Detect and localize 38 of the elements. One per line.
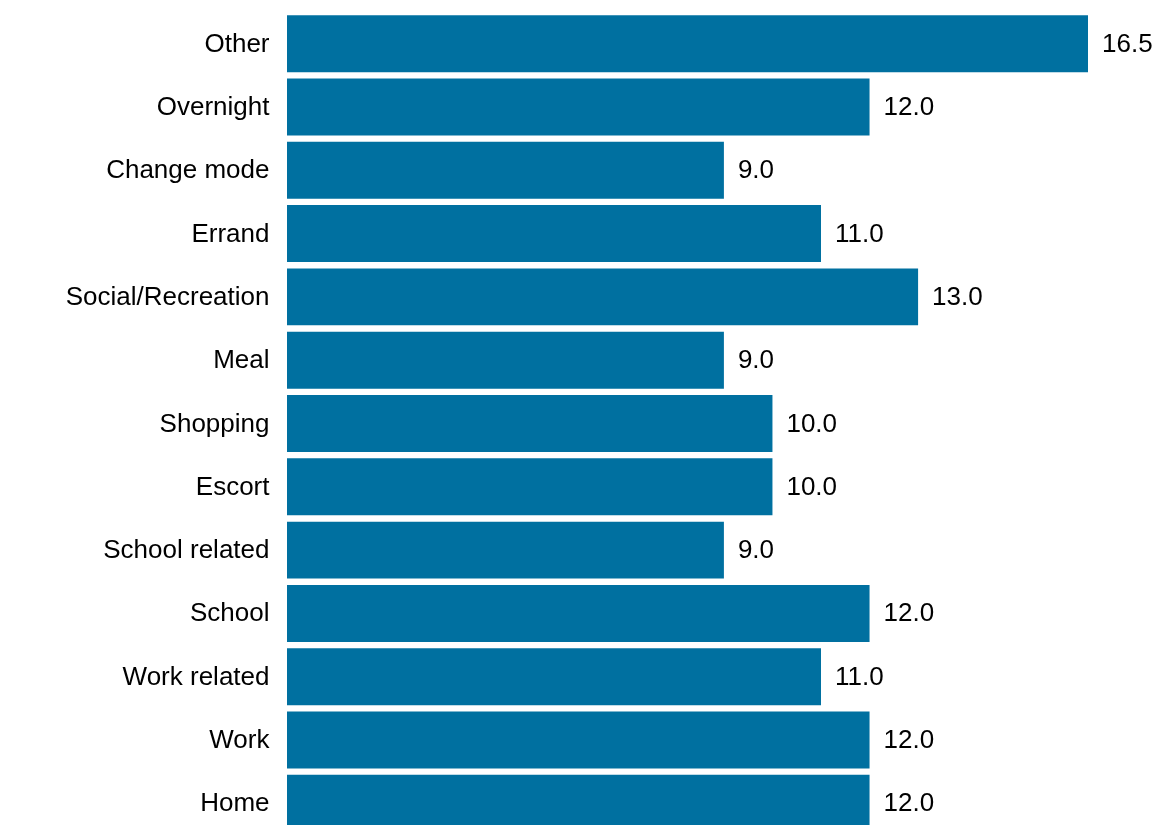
bar <box>287 521 724 579</box>
bar <box>287 648 821 706</box>
y-tick-label: Other <box>204 27 270 58</box>
bar <box>287 141 724 199</box>
y-tick-label: Home <box>200 787 270 818</box>
y-tick-label: Meal <box>213 344 270 375</box>
bar <box>287 458 773 516</box>
bar <box>287 78 870 136</box>
data-label: 12.0 <box>883 724 935 755</box>
data-label: 13.0 <box>932 280 983 311</box>
bar <box>287 584 870 642</box>
bar <box>287 15 1088 73</box>
data-label: 9.0 <box>737 344 775 375</box>
data-label: 9.0 <box>737 154 775 185</box>
bar <box>287 205 821 263</box>
y-tick-label: Work <box>209 724 271 755</box>
y-tick-label: Shopping <box>159 407 270 438</box>
y-tick-label: School <box>190 597 270 628</box>
bar <box>287 331 724 389</box>
y-tick-label: Change mode <box>106 154 270 185</box>
y-tick-label: School related <box>103 534 270 565</box>
y-tick-label: Social/Recreation <box>65 280 270 311</box>
bar <box>287 711 870 769</box>
bar <box>287 268 919 326</box>
data-label: 12.0 <box>883 90 935 121</box>
bar <box>287 395 773 452</box>
data-label: 9.0 <box>737 534 775 565</box>
data-label: 12.0 <box>883 597 935 628</box>
data-label: 10.0 <box>786 407 838 438</box>
y-tick-label: Work related <box>122 660 270 691</box>
data-label: 11.0 <box>835 217 884 248</box>
y-tick-label: Overnight <box>156 90 271 121</box>
y-tick-label: Errand <box>191 217 270 248</box>
data-label: 11.0 <box>835 660 884 691</box>
data-label: 16.5 <box>1102 27 1153 58</box>
data-label: 10.0 <box>786 470 838 501</box>
y-tick-label: Escort <box>195 470 271 501</box>
data-label: 12.0 <box>883 787 935 818</box>
